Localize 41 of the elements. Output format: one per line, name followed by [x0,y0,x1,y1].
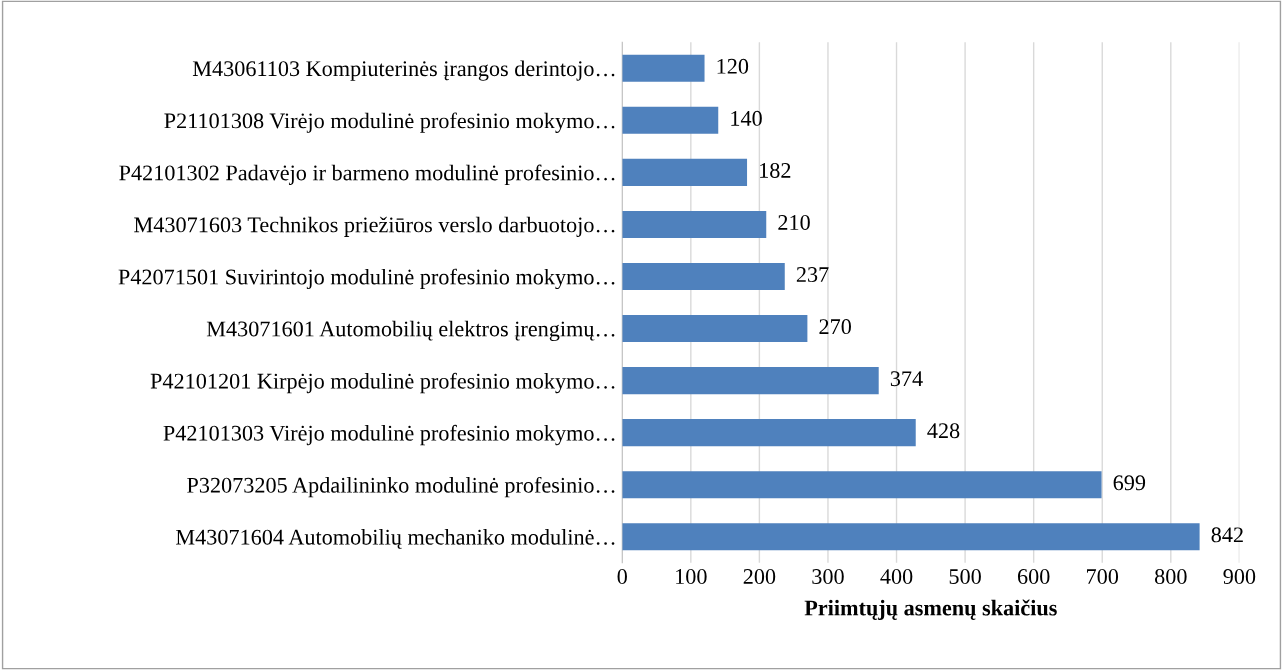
data-label: 120 [717,58,749,74]
bar [622,262,785,291]
x-tick-label: 100 [676,569,707,584]
bar [622,210,767,238]
x-axis-title: Priimtųjų asmenų skaičius [804,599,1057,621]
x-tick-label: 400 [880,569,913,584]
data-label: 237 [796,267,829,283]
data-label: 374 [890,371,923,387]
y-tick-label: M43071601 Automobilių elektros įrengimų… [206,320,615,342]
y-tick-label: P42071501 Suvirintojo modulinė profesinio mokymo… [118,268,615,290]
x-tick-label: 900 [1223,569,1256,584]
y-tick-label: M43071604 Automobilių mechaniko modulinė… [176,529,615,549]
data-label: 210 [778,214,810,230]
data-label: 140 [731,110,762,126]
x-tick-label: 600 [1017,569,1050,584]
bar [622,523,1200,551]
x-tick-label: 300 [812,569,844,584]
data-label: 428 [927,423,960,439]
x-tick-label: 0 [617,569,627,584]
y-tick-label: P42101302 Padavėjo ir barmeno modulinė profesinio… [119,164,615,185]
bar [622,315,808,343]
x-tick-label: 700 [1087,569,1119,584]
y-tick-label: P32073205 Apdailininko modulinė profesinio… [187,476,615,498]
y-tick-label: M43071603 Technikos priežiūros verslo darbuotojo… [134,216,615,237]
data-label: 270 [819,319,851,335]
x-tick-label: 500 [949,569,981,584]
y-tick-label: P21101308 Virėjo modulinė profesinio mokymo… [164,112,615,133]
x-tick-label: 200 [743,569,776,584]
bar [622,158,748,186]
y-tick-label: P42101303 Virėjo modulinė profesinio mokymo… [163,424,615,446]
y-tick-label: M43061103 Kompiuterinės įrangos derintojo… [192,60,615,81]
bar [622,471,1102,499]
bar [622,54,705,82]
data-label: 699 [1113,475,1146,491]
data-label: 842 [1211,527,1243,543]
x-tick-label: 800 [1154,569,1187,584]
bar [622,419,916,447]
y-tick-label: P42101201 Kirpėjo modulinė profesinio mokymo… [150,372,615,394]
bar [622,367,879,395]
bar [622,106,719,134]
data-label: 182 [760,162,791,178]
